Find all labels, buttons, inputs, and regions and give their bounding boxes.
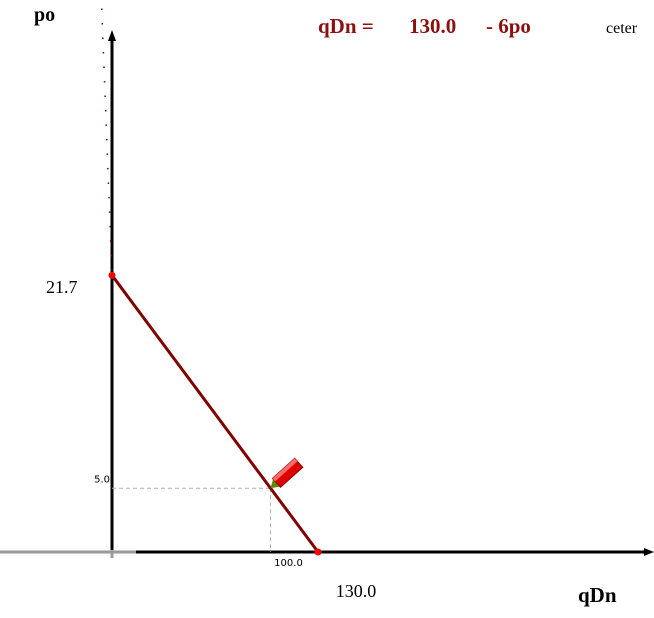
x-axis-arrow bbox=[644, 548, 654, 556]
equation-lhs: qDn = bbox=[318, 14, 374, 38]
y-axis-label: po bbox=[34, 4, 56, 26]
y-intercept-point bbox=[108, 271, 116, 279]
marker-x-label: 100.0 bbox=[274, 558, 303, 569]
equation-intercept: 130.0 bbox=[409, 14, 457, 38]
demand-extension-dotted bbox=[100, 0, 113, 276]
ceteris-text: ceter bbox=[606, 20, 638, 37]
equation-slope: - 6po bbox=[486, 14, 531, 38]
x-intercept-point bbox=[314, 548, 322, 556]
demand-line bbox=[110, 274, 320, 553]
y-intercept-label: 21.7 bbox=[46, 277, 78, 297]
marker-y-label: 5.0 bbox=[94, 474, 110, 485]
y-axis-arrow bbox=[108, 30, 116, 41]
pencil-icon bbox=[270, 457, 304, 489]
x-axis-label: qDn bbox=[578, 583, 617, 607]
x-intercept-label: 130.0 bbox=[336, 581, 377, 601]
